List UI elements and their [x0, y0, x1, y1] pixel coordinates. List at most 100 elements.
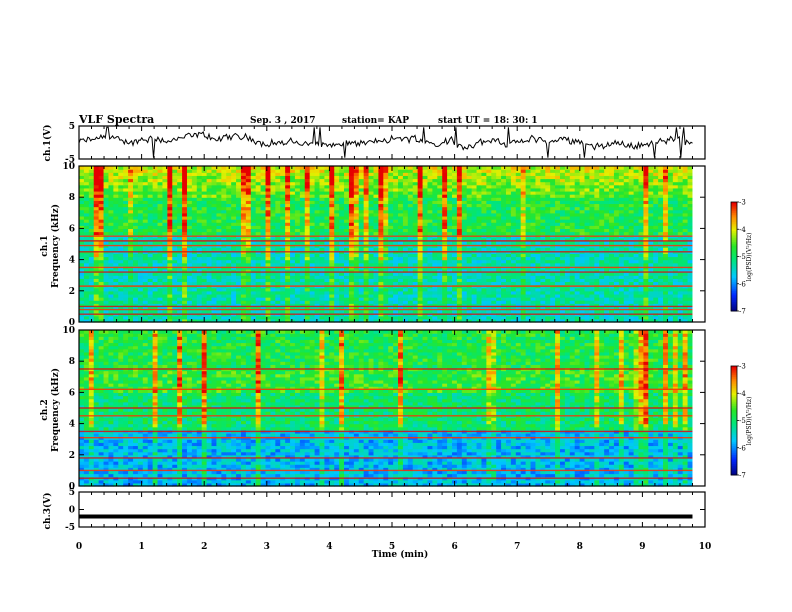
colorbar-cell	[731, 220, 737, 223]
y-tick-label: -5	[65, 523, 75, 533]
ch2-spectrogram-ylabel-line1: ch.2	[40, 399, 50, 420]
x-tick-label: 2	[201, 542, 207, 552]
colorbar-cell	[731, 458, 737, 461]
x-tick-label: 9	[639, 542, 645, 552]
colorbar-cell	[731, 243, 737, 247]
colorbar-cell	[731, 263, 737, 267]
colorbar-cell	[731, 252, 737, 256]
colorbar-cell	[731, 251, 737, 254]
x-tick-label: 0	[76, 542, 82, 552]
colorbar-cell	[731, 467, 737, 471]
spectrogram-cells-1	[79, 166, 694, 323]
colorbar-cell	[731, 225, 737, 228]
colorbar-cell	[731, 402, 737, 405]
colorbar-cell	[731, 278, 737, 281]
y-tick-label: 8	[69, 357, 75, 367]
colorbar-cell	[731, 232, 737, 236]
colorbar-cell	[731, 227, 737, 230]
colorbar-cell	[731, 427, 737, 431]
ch1-waveform-ylabel: ch.1(V)	[42, 125, 53, 162]
colorbar-cell	[731, 436, 737, 440]
colorbar-cell	[731, 465, 737, 469]
ch2-spectrogram-ylabel-line2: Frequency (kHz)	[50, 368, 61, 452]
ch1-trace	[78, 126, 693, 158]
colorbar-cell	[731, 305, 737, 308]
y-tick-label: 10	[62, 326, 75, 336]
colorbar-cell	[731, 449, 737, 452]
colorbar-cell	[731, 429, 737, 432]
start-time-label: start UT = 18: 30: 1	[438, 116, 538, 126]
colorbar-cell	[731, 236, 737, 239]
colorbar-cell	[731, 442, 737, 445]
y-tick-label: 6	[69, 224, 75, 234]
colorbar-cell	[731, 455, 737, 458]
colorbar-cell	[731, 404, 737, 407]
colorbar-tick-label: -6	[739, 444, 746, 452]
x-axis-title: Time (min)	[372, 549, 429, 560]
colorbar-cell	[731, 267, 737, 270]
y-tick-label: 8	[69, 193, 75, 203]
ch1-waveform-panel: 5 -5	[65, 122, 706, 165]
colorbar-cell	[731, 473, 737, 476]
colorbar-cell	[731, 209, 737, 212]
colorbar-tick-label: -4	[739, 226, 746, 234]
colorbar-cell	[731, 387, 737, 391]
y-tick-label: 4	[69, 420, 75, 430]
colorbar-cell	[731, 444, 737, 447]
colorbar-cell	[731, 289, 737, 292]
colorbar-cell	[731, 369, 737, 372]
colorbar-cell	[731, 300, 737, 303]
colorbar-cell	[731, 238, 737, 241]
colorbar-cell	[731, 292, 737, 296]
colorbar-cell	[731, 384, 737, 387]
colorbar-cell	[731, 276, 737, 279]
colorbar-cell	[731, 303, 737, 307]
colorbar-cell	[731, 445, 737, 449]
colorbar-cell	[731, 438, 737, 441]
y-tick-label: 5	[69, 488, 75, 498]
colorbar-cell	[731, 294, 737, 297]
colorbar-cell	[731, 471, 737, 474]
colorbar-cell	[731, 216, 737, 219]
colorbar-cell	[731, 385, 737, 389]
ch2-spectrogram-panel: 0 2 4 6 8 10	[62, 326, 706, 492]
colorbar-cell	[731, 285, 737, 288]
x-tick-label: 1	[138, 542, 144, 552]
colorbar-cell	[731, 462, 737, 465]
colorbar-tick-label: -5	[739, 417, 746, 425]
y-tick-label: 0	[69, 506, 75, 516]
ch2-colorbar-label: log(PSD)(V²/Hz)	[746, 397, 753, 446]
y-tick-label: 5	[69, 122, 75, 132]
colorbar-cell	[731, 301, 737, 305]
colorbar-cell	[731, 287, 737, 290]
colorbar-cell	[731, 280, 737, 283]
colorbar-cell	[731, 453, 737, 456]
colorbar-cell	[731, 391, 737, 394]
colorbar-cell	[731, 240, 737, 243]
colorbar-tick-label: -7	[739, 472, 746, 480]
colorbar-cell	[731, 409, 737, 412]
colorbar-cell	[731, 376, 737, 380]
colorbar-cell	[731, 207, 737, 210]
colorbar-cell	[731, 398, 737, 402]
colorbar-cell	[731, 424, 737, 427]
colorbar-cell	[731, 245, 737, 248]
y-tick-label: 0	[69, 318, 75, 328]
ch1-colorbar: -3 -4 -5 -6 -7	[730, 199, 746, 316]
x-tick-label: 8	[577, 542, 583, 552]
colorbar-cell	[731, 229, 737, 232]
colorbar-cell	[731, 389, 737, 392]
colorbar-tick-label: -3	[739, 363, 746, 371]
ch3-waveform-panel: 5 0 -5	[65, 488, 706, 533]
colorbar-cell	[731, 375, 737, 378]
colorbar-cell	[731, 407, 737, 411]
colorbar-cell	[731, 400, 737, 403]
y-tick-label: 6	[69, 388, 75, 398]
colorbar-cell	[731, 415, 737, 418]
colorbar-cell	[731, 451, 737, 454]
colorbar-cell	[731, 378, 737, 382]
colorbar-cell	[731, 396, 737, 400]
colorbar-cell	[731, 269, 737, 272]
y-tick-label: 2	[69, 451, 75, 461]
